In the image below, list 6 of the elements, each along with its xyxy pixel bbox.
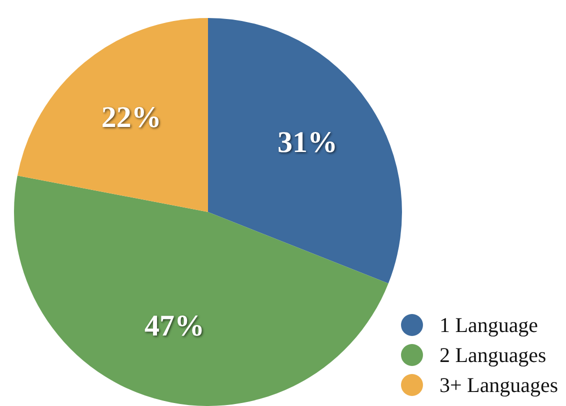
legend-label: 1 Language: [439, 312, 538, 338]
data-label: 47%: [144, 309, 204, 342]
legend-label: 3+ Languages: [439, 372, 558, 398]
legend-label: 2 Languages: [439, 342, 546, 368]
data-label: 31%: [277, 126, 338, 160]
data-label: 22%: [101, 101, 162, 134]
